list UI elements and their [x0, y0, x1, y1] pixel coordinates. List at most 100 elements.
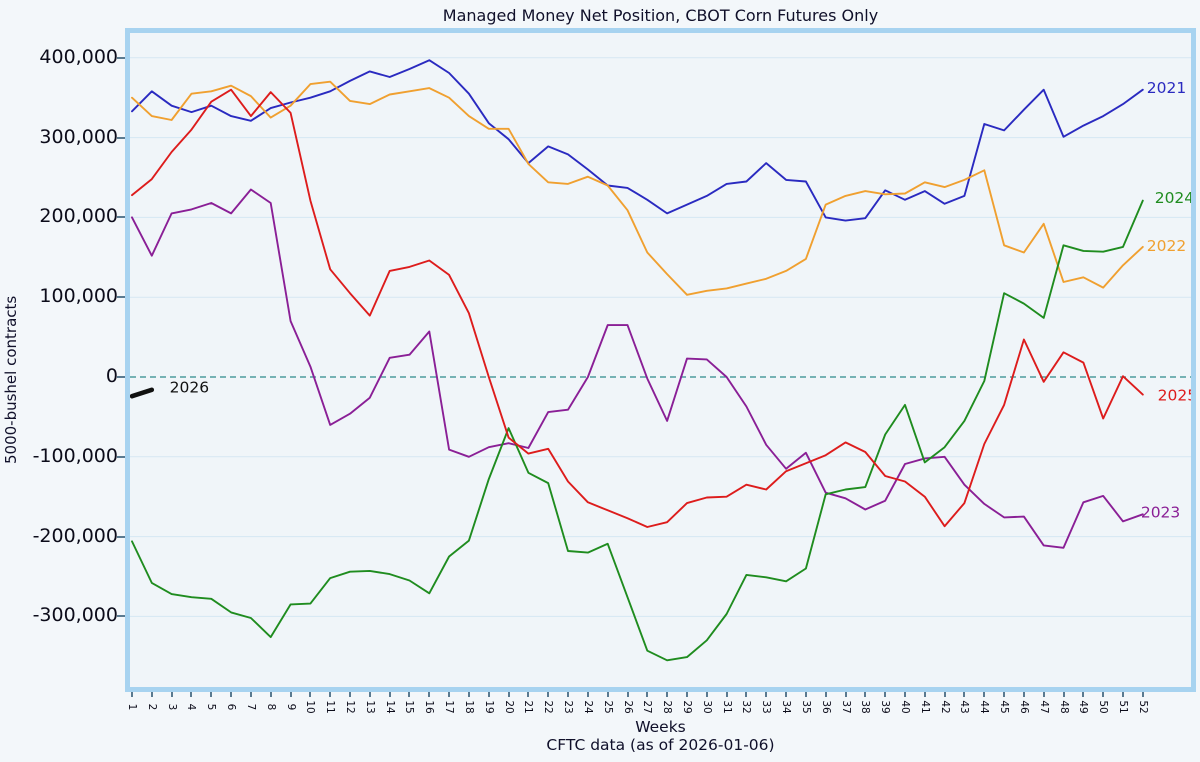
x-tick-mark — [844, 692, 847, 697]
x-tick-mark — [1102, 692, 1105, 697]
y-tick-label-0: 0 — [105, 365, 118, 387]
x-tick-mark — [705, 692, 708, 697]
x-tick-label-33: 33 — [760, 700, 773, 714]
plot-frame: 2021 2022 2023 2024 2025 2026 — [125, 28, 1196, 692]
x-tick-label-44: 44 — [978, 700, 991, 714]
y-tick-label--300: -300,000 — [32, 604, 118, 627]
x-tick-mark — [626, 692, 629, 697]
x-tick-mark — [349, 692, 352, 697]
y-tick-label--200: -200,000 — [32, 524, 118, 547]
x-tick-label-37: 37 — [839, 700, 852, 714]
data-source-caption: CFTC data (as of 2026-01-06) — [546, 736, 775, 754]
x-tick-mark — [388, 692, 391, 697]
chart-title: Managed Money Net Position, CBOT Corn Fu… — [442, 6, 879, 25]
x-tick-mark — [190, 692, 193, 697]
x-tick-label-46: 46 — [1017, 700, 1030, 714]
x-tick-label-50: 50 — [1097, 700, 1110, 714]
y-tick-mark — [117, 455, 125, 458]
y-tick-label--100: -100,000 — [32, 444, 118, 467]
series-label-2022: 2022 — [1147, 237, 1186, 255]
x-tick-mark — [448, 692, 451, 697]
y-tick-mark — [117, 56, 125, 59]
y-tick-label-400: 400,000 — [39, 45, 118, 68]
y-tick-mark — [117, 615, 125, 618]
x-tick-mark — [467, 692, 470, 697]
x-tick-label-51: 51 — [1117, 700, 1129, 714]
x-tick-mark — [249, 692, 252, 697]
x-tick-label-39: 39 — [879, 700, 892, 714]
x-tick-mark — [269, 692, 272, 697]
chart-svg: 2021 2022 2023 2024 2025 2026 — [130, 57, 1191, 662]
series-label-2025: 2025 — [1158, 386, 1191, 404]
x-tick-mark — [765, 692, 768, 697]
series-label-2023: 2023 — [1141, 504, 1180, 522]
x-tick-mark — [507, 692, 510, 697]
series-line-2023 — [131, 188, 1144, 549]
x-tick-label-32: 32 — [740, 700, 753, 714]
y-tick-label-300: 300,000 — [39, 125, 118, 148]
series-label-2024: 2024 — [1155, 189, 1191, 207]
x-tick-mark — [487, 692, 490, 697]
x-tick-label-17: 17 — [443, 700, 456, 714]
x-tick-mark — [943, 692, 946, 697]
x-tick-label-45: 45 — [998, 700, 1011, 714]
x-tick-mark — [804, 692, 807, 697]
x-tick-mark — [567, 692, 570, 697]
x-tick-mark — [408, 692, 411, 697]
x-tick-label-5: 5 — [205, 703, 218, 711]
x-tick-mark — [1062, 692, 1065, 697]
x-tick-label-35: 35 — [799, 700, 812, 714]
x-tick-mark — [963, 692, 966, 697]
x-tick-label-48: 48 — [1057, 700, 1070, 714]
x-tick-label-41: 41 — [918, 700, 931, 714]
x-tick-label-47: 47 — [1037, 700, 1050, 714]
series-label-2021: 2021 — [1147, 79, 1186, 97]
x-tick-mark — [527, 692, 530, 697]
x-tick-label-8: 8 — [264, 703, 277, 711]
x-tick-mark — [824, 692, 827, 697]
x-tick-label-22: 22 — [542, 700, 555, 714]
series-line-2022 — [131, 80, 1144, 296]
x-tick-mark — [547, 692, 550, 697]
x-tick-label-4: 4 — [185, 703, 198, 711]
x-tick-label-43: 43 — [958, 700, 971, 714]
x-tick-label-6: 6 — [225, 703, 238, 711]
x-tick-label-36: 36 — [819, 700, 832, 714]
x-tick-label-3: 3 — [165, 703, 178, 711]
x-tick-label-20: 20 — [502, 700, 515, 714]
series-line-2025 — [131, 88, 1144, 528]
y-tick-mark — [117, 296, 125, 299]
x-tick-label-52: 52 — [1136, 700, 1149, 714]
x-tick-mark — [210, 692, 213, 697]
x-tick-label-15: 15 — [403, 700, 416, 714]
x-tick-label-14: 14 — [383, 700, 396, 714]
x-tick-label-9: 9 — [284, 703, 297, 711]
x-tick-label-28: 28 — [661, 700, 674, 714]
x-tick-mark — [884, 692, 887, 697]
x-tick-mark — [1003, 692, 1006, 697]
x-tick-label-31: 31 — [720, 700, 733, 714]
x-tick-label-23: 23 — [562, 700, 575, 714]
x-tick-mark — [329, 692, 332, 697]
x-tick-label-11: 11 — [324, 700, 337, 714]
x-tick-mark — [1141, 692, 1144, 697]
x-tick-mark — [1022, 692, 1025, 697]
x-tick-mark — [309, 692, 312, 697]
y-tick-mark — [117, 535, 125, 538]
x-tick-mark — [368, 692, 371, 697]
x-tick-mark — [745, 692, 748, 697]
x-tick-label-18: 18 — [462, 700, 475, 714]
x-tick-label-10: 10 — [304, 700, 317, 714]
x-tick-label-25: 25 — [601, 700, 614, 714]
x-tick-label-2: 2 — [145, 703, 158, 711]
series-line-2021 — [131, 59, 1144, 222]
x-tick-mark — [685, 692, 688, 697]
x-tick-label-38: 38 — [859, 700, 872, 714]
x-tick-label-42: 42 — [938, 700, 951, 714]
x-tick-mark — [903, 692, 906, 697]
x-tick-label-19: 19 — [482, 700, 495, 714]
x-tick-label-29: 29 — [680, 700, 693, 714]
x-tick-mark — [923, 692, 926, 697]
x-tick-mark — [983, 692, 986, 697]
x-tick-mark — [1042, 692, 1045, 697]
